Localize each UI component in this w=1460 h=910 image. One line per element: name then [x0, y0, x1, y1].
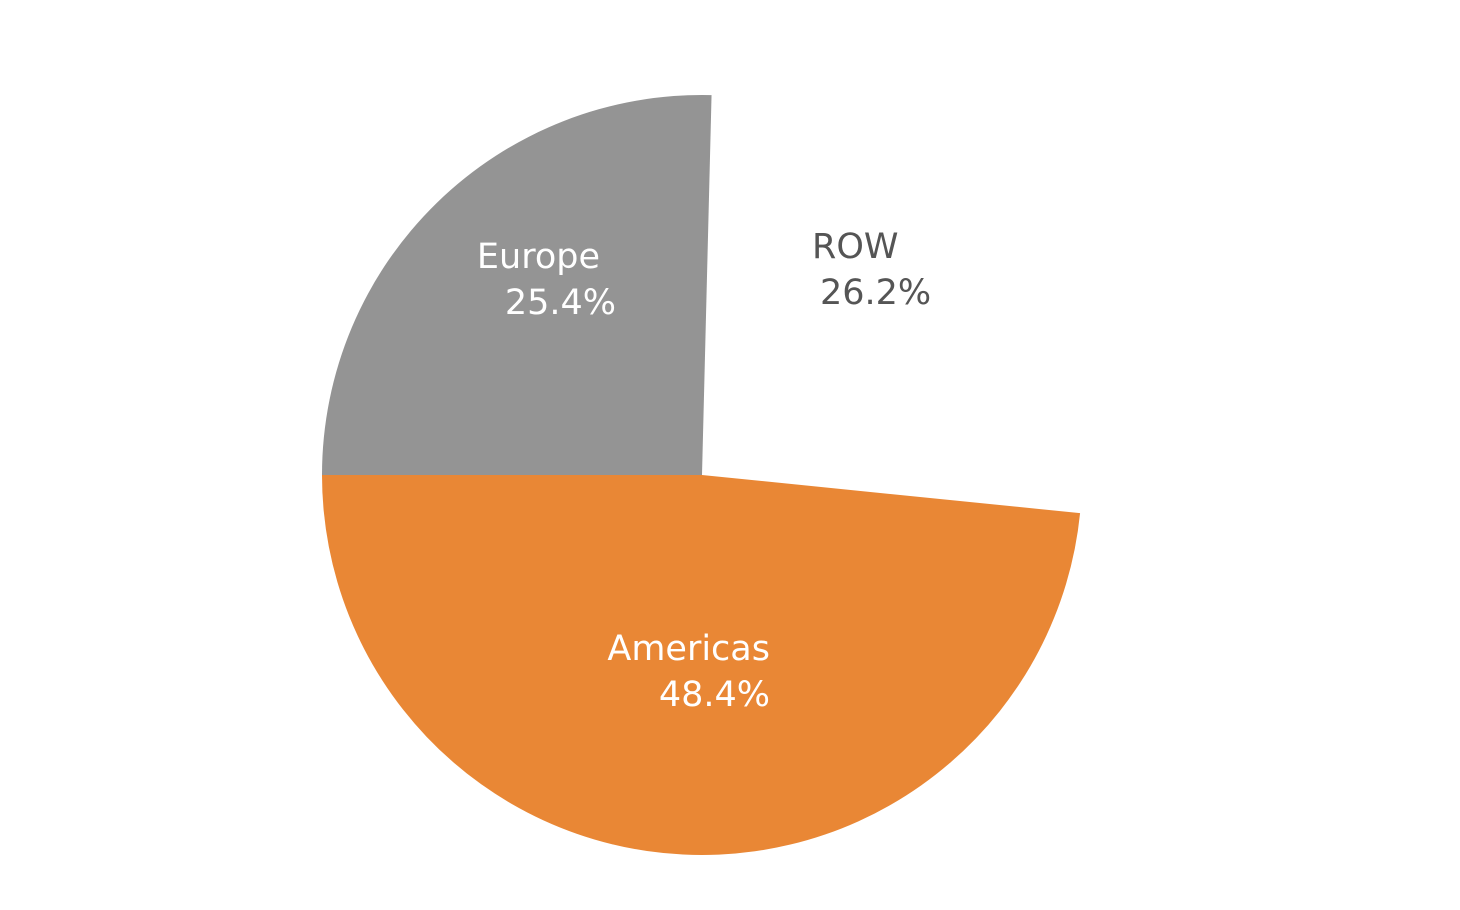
- slice-name-label-europe: Europe: [477, 237, 600, 277]
- pie-slice-europe: [322, 94, 712, 475]
- slice-name-label-americas: Americas: [607, 629, 770, 669]
- pie-slice-row: [702, 95, 1082, 514]
- slice-value-label-europe: 25.4%: [505, 283, 616, 323]
- pie-slice-americas: [322, 475, 1081, 855]
- slice-value-label-americas: 48.4%: [659, 675, 770, 715]
- slice-name-label-row: ROW: [812, 227, 898, 267]
- slice-value-label-row: 26.2%: [820, 273, 931, 313]
